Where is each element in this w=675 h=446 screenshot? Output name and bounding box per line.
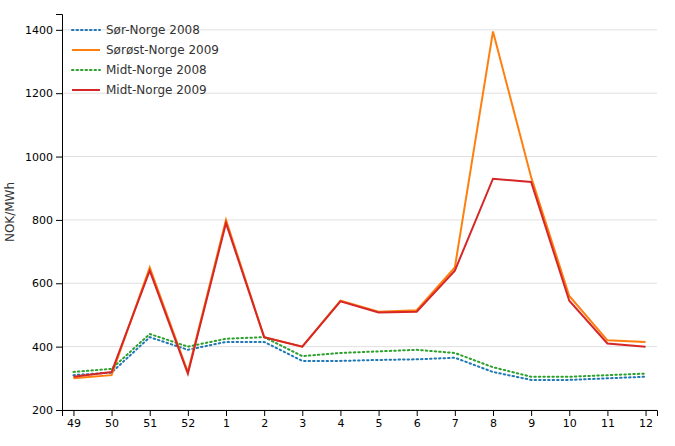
series-line	[73, 179, 645, 377]
x-tick-mark	[302, 410, 303, 416]
x-tick-label: 49	[67, 417, 81, 430]
legend-label: Midt-Norge 2008	[106, 63, 207, 77]
x-tick-label: 3	[299, 417, 306, 430]
series-line	[73, 334, 645, 377]
x-tick-label: 2	[261, 417, 268, 430]
series-line	[73, 31, 645, 378]
x-tick-mark	[493, 410, 494, 416]
y-tick-mark	[56, 30, 62, 31]
x-tick: 2	[261, 410, 268, 430]
x-tick-label: 8	[490, 417, 497, 430]
x-tick: 12	[639, 410, 653, 430]
x-tick: 49	[67, 410, 81, 430]
y-tick: 600	[32, 277, 62, 290]
x-tick-mark	[379, 410, 380, 416]
x-tick-mark	[264, 410, 265, 416]
lines	[73, 31, 645, 379]
x-axis-line	[63, 411, 658, 417]
y-tick: 1000	[25, 151, 62, 164]
x-tick: 50	[105, 410, 119, 430]
x-tick-mark	[531, 410, 532, 416]
y-tick: 800	[32, 214, 62, 227]
grid-line	[62, 219, 657, 220]
x-tick: 5	[376, 410, 383, 430]
y-tick-label: 1200	[25, 87, 53, 100]
x-tick: 10	[563, 410, 577, 430]
grid	[62, 30, 657, 410]
y-tick: 1400	[25, 24, 62, 37]
y-tick-mark	[56, 283, 62, 284]
x-tick-mark	[455, 410, 456, 416]
y-tick: 1200	[25, 87, 62, 100]
y-tick-label: 600	[32, 277, 53, 290]
x-tick-mark	[646, 410, 647, 416]
legend-label: Sør-Norge 2008	[106, 23, 200, 37]
grid-line	[62, 283, 657, 284]
legend-item: Sørøst-Norge 2009	[72, 43, 219, 57]
legend-swatch	[72, 69, 100, 71]
y-axis: 200 400 600 800 1000 1200 1400	[25, 15, 63, 418]
x-tick-mark	[150, 410, 151, 416]
y-tick-label: 400	[32, 341, 53, 354]
y-tick-mark	[56, 93, 62, 94]
y-tick: 400	[32, 341, 62, 354]
x-tick: 52	[181, 410, 195, 430]
x-axis: 49505152123456789101112	[63, 410, 658, 430]
x-tick-mark	[73, 410, 74, 416]
y-tick-label: 200	[32, 404, 53, 417]
x-tick-label: 52	[181, 417, 195, 430]
y-tick-label: 1400	[25, 24, 53, 37]
legend-item: Midt-Norge 2008	[72, 63, 207, 77]
y-tick: 200	[32, 404, 62, 417]
x-tick-mark	[417, 410, 418, 416]
x-tick: 1	[223, 410, 230, 430]
y-axis-line	[56, 15, 63, 411]
legend-label: Sørøst-Norge 2009	[106, 43, 219, 57]
x-tick-label: 11	[601, 417, 615, 430]
x-tick: 11	[601, 410, 615, 430]
y-tick-mark	[56, 410, 62, 411]
grid-line	[62, 156, 657, 157]
chart: 2004006008001000120014004950515212345678…	[0, 0, 675, 446]
legend: Sør-Norge 2008 Sørøst-Norge 2009 Midt-Norg…	[72, 23, 219, 97]
y-tick-label: 1000	[25, 151, 53, 164]
x-tick: 3	[299, 410, 306, 430]
x-tick-mark	[340, 410, 341, 416]
legend-swatch	[72, 29, 100, 31]
x-tick-label: 50	[105, 417, 119, 430]
x-tick-label: 10	[563, 417, 577, 430]
y-tick-mark	[56, 347, 62, 348]
series-line	[73, 337, 645, 380]
x-tick: 9	[528, 410, 535, 430]
x-tick-label: 9	[528, 417, 535, 430]
x-tick: 6	[414, 410, 421, 430]
legend-swatch	[72, 89, 100, 91]
legend-label: Midt-Norge 2009	[106, 83, 207, 97]
x-tick-mark	[226, 410, 227, 416]
x-tick-label: 12	[639, 417, 653, 430]
x-tick-mark	[112, 410, 113, 416]
x-tick-mark	[188, 410, 189, 416]
y-tick-mark	[56, 220, 62, 221]
x-tick: 4	[337, 410, 344, 430]
legend-item: Sør-Norge 2008	[72, 23, 200, 37]
legend-swatch	[72, 49, 100, 51]
x-tick: 7	[452, 410, 459, 430]
x-tick-label: 5	[376, 417, 383, 430]
legend-item: Midt-Norge 2009	[72, 83, 207, 97]
plot: 2004006008001000120014004950515212345678…	[3, 15, 658, 430]
y-tick-mark	[56, 157, 62, 158]
grid-line	[62, 346, 657, 347]
y-tick-label: 800	[32, 214, 53, 227]
y-axis-title: NOK/MWh	[3, 182, 17, 242]
x-tick: 8	[490, 410, 497, 430]
x-tick-label: 6	[414, 417, 421, 430]
x-tick: 51	[143, 410, 157, 430]
x-tick-label: 51	[143, 417, 157, 430]
x-tick-label: 1	[223, 417, 230, 430]
x-tick-mark	[569, 410, 570, 416]
x-tick-mark	[607, 410, 608, 416]
x-tick-label: 4	[337, 417, 344, 430]
x-tick-label: 7	[452, 417, 459, 430]
